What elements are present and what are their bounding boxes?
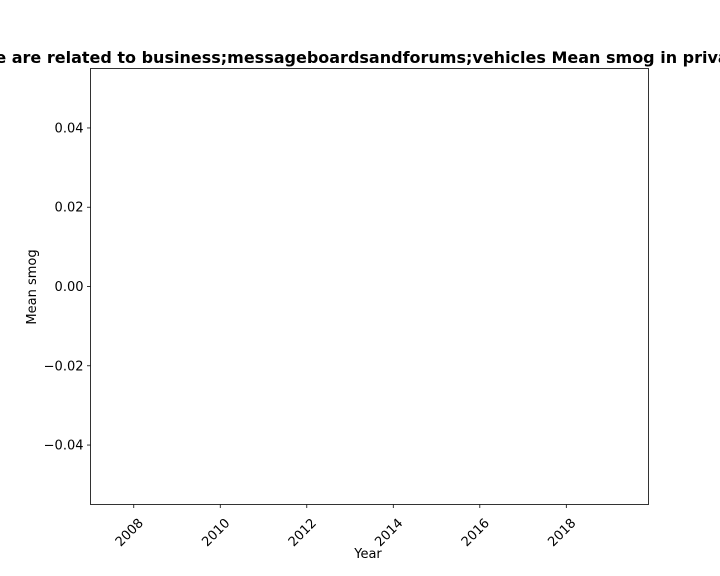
x-axis-label: Year — [353, 547, 382, 562]
y-tick-label: 0.02 — [55, 201, 84, 216]
y-axis-label: Mean smog — [25, 249, 40, 324]
y-tick-label: −0.02 — [44, 359, 84, 374]
y-tick-label: 0.04 — [55, 121, 84, 136]
y-tick-label: 0.00 — [55, 280, 84, 295]
chart-title: e are related to business;messageboardsa… — [0, 48, 720, 67]
y-axis-ticks: 0.04 0.02 0.00 −0.02 −0.04 — [44, 121, 91, 454]
y-tick-label: −0.04 — [44, 439, 84, 454]
